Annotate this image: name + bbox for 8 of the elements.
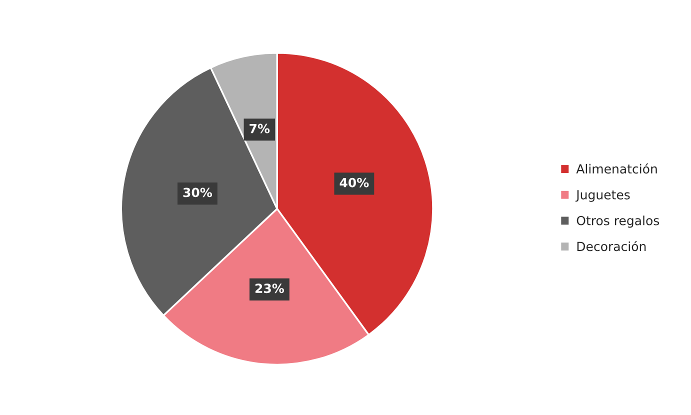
legend-label: Juguetes [576,190,630,202]
data-label: 23% [255,284,284,294]
data-label: 7% [250,124,270,134]
legend-label: Alimenatción [576,163,657,174]
legend-label: Decoración [577,240,646,252]
data-label: 30% [183,188,212,198]
legend-label: Otros regalos [576,216,660,228]
data-label: 40% [340,178,369,188]
